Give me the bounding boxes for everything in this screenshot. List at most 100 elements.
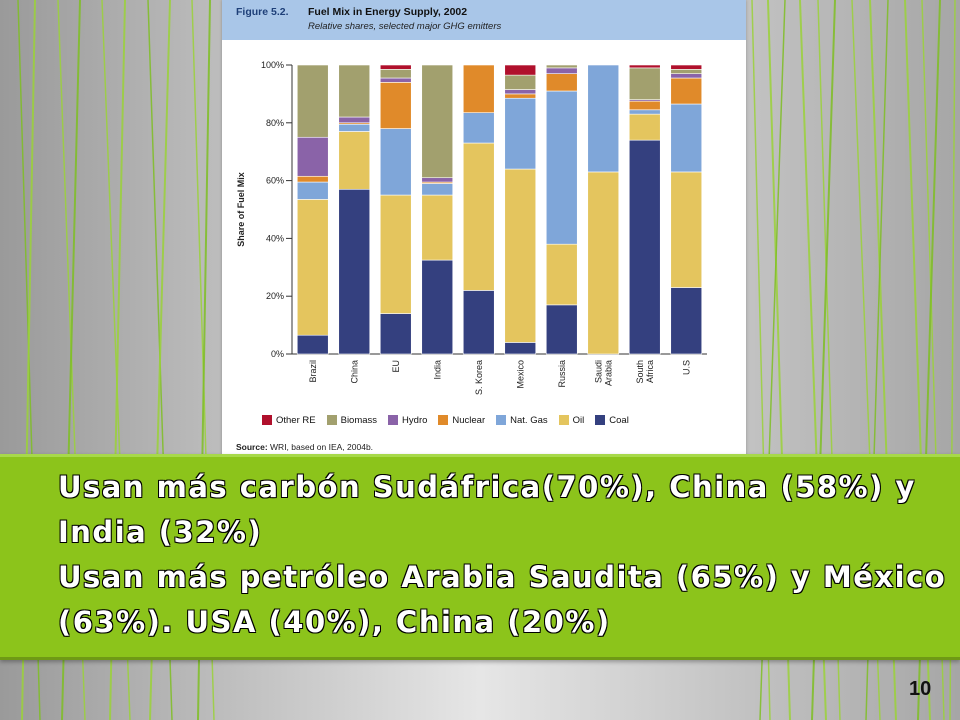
x-tick-label: Russia bbox=[557, 360, 567, 388]
bar-segment-nat-gas bbox=[421, 183, 454, 196]
legend-item: Biomass bbox=[326, 413, 378, 427]
legend-item: Oil bbox=[558, 413, 585, 427]
bar-segment-oil bbox=[296, 199, 329, 336]
chart-subtitle: Relative shares, selected major GHG emit… bbox=[308, 21, 502, 32]
bar-segment-coal bbox=[545, 304, 578, 355]
bar-segment-hydro bbox=[379, 77, 412, 83]
x-tick-label: India bbox=[432, 360, 442, 380]
legend-item: Other RE bbox=[262, 413, 316, 427]
bar-segment-hydro bbox=[670, 73, 703, 79]
legend-label: Nuclear bbox=[452, 414, 486, 426]
bar-segment-hydro bbox=[504, 89, 537, 95]
bar-segment-biomass bbox=[296, 64, 329, 138]
y-tick-label: 0% bbox=[271, 349, 284, 359]
y-tick-label: 20% bbox=[266, 291, 284, 301]
bar-segment-biomass bbox=[504, 74, 537, 90]
bar-segment-biomass bbox=[670, 69, 703, 74]
bar-segment-nat-gas bbox=[379, 128, 412, 196]
source-label: Source: bbox=[236, 442, 268, 452]
x-tick-label-line: Saudi bbox=[593, 360, 603, 383]
legend-swatch bbox=[496, 415, 507, 425]
source-text: WRI, based on IEA, 2004b. bbox=[270, 442, 374, 452]
bar-segment-oil bbox=[545, 243, 578, 306]
x-tick-label: China bbox=[349, 360, 359, 384]
bar-segment-oil bbox=[338, 131, 371, 190]
headline-line-1: Usan más carbón Sudáfrica(70%), China (5… bbox=[58, 470, 916, 504]
legend-label: Oil bbox=[572, 414, 585, 426]
legend-item: Nat. Gas bbox=[496, 413, 548, 427]
page-number: 10 bbox=[909, 678, 932, 700]
bar-segment-biomass bbox=[379, 69, 412, 79]
chart-legend: Other RE Biomass Hydro Nuclear Nat. Gas Oil Co… bbox=[262, 413, 629, 427]
legend-swatch bbox=[595, 415, 606, 425]
bar-segment-nat-gas bbox=[462, 112, 495, 144]
legend-swatch bbox=[388, 415, 399, 425]
bar-segment-nuclear bbox=[504, 93, 537, 99]
bar-segment-nuclear bbox=[379, 82, 412, 129]
bar-segment-coal bbox=[628, 139, 661, 355]
x-tick-label-line: U.S bbox=[681, 360, 691, 375]
bar-segment-nat-gas bbox=[628, 109, 661, 115]
x-tick-label: Brazil bbox=[308, 360, 318, 383]
x-tick-label: South Africa bbox=[635, 360, 655, 384]
bar-segment-coal bbox=[379, 313, 412, 355]
bar-segment-other-re bbox=[504, 64, 537, 76]
bar-segment-nuclear bbox=[670, 77, 703, 105]
legend-label: Hydro bbox=[402, 414, 428, 426]
bar-segment-biomass bbox=[545, 64, 578, 69]
bar-segment-nat-gas bbox=[545, 90, 578, 245]
bar-segment-nat-gas bbox=[296, 181, 329, 200]
stacked-bar-chart: Share of Fuel Mix 0% 20% 40% 60% 80% 100% Brazi… bbox=[236, 60, 707, 395]
bar-segment-biomass bbox=[628, 67, 661, 100]
bar-segment-oil bbox=[379, 194, 412, 314]
x-tick-label: EU bbox=[391, 360, 401, 373]
x-tick-label: Mexico bbox=[515, 360, 525, 389]
legend-item: Nuclear bbox=[438, 413, 485, 427]
x-tick-label: S. Korea bbox=[474, 360, 484, 395]
bar-segment-nat-gas bbox=[338, 123, 371, 132]
x-tick-label-line: EU bbox=[391, 360, 401, 373]
x-tick-label-line: India bbox=[432, 360, 442, 380]
figure-header: Figure 5.2. Fuel Mix in Energy Supply, 2… bbox=[222, 0, 746, 40]
figure-source: Source: WRI, based on IEA, 2004b. bbox=[236, 442, 373, 452]
bar-segment-hydro bbox=[545, 67, 578, 74]
legend-swatch bbox=[262, 415, 272, 425]
x-tick-label-line: China bbox=[349, 360, 359, 384]
bar-segment-nuclear bbox=[545, 73, 578, 92]
bar-segment-nuclear bbox=[296, 175, 329, 183]
legend-label: Nat. Gas bbox=[510, 414, 548, 426]
legend-swatch bbox=[438, 415, 449, 425]
figure-number: Figure 5.2. bbox=[236, 6, 289, 18]
legend-item: Hydro bbox=[388, 413, 427, 427]
x-tick-label-line: S. Korea bbox=[474, 360, 484, 395]
bar-segment-hydro bbox=[421, 177, 454, 183]
headline-line-2: India (32%) bbox=[58, 515, 263, 549]
bar-segment-nuclear bbox=[628, 100, 661, 111]
bar-segment-coal bbox=[421, 259, 454, 355]
bar-segment-oil bbox=[587, 171, 620, 355]
bar-segment-hydro bbox=[338, 116, 371, 124]
x-tick-label: Saudi Arabia bbox=[593, 360, 613, 386]
legend-swatch bbox=[326, 415, 337, 425]
headline-line-4: (63%). USA (40%), China (20%) bbox=[58, 605, 611, 639]
bar-segment-other-re bbox=[628, 64, 661, 69]
y-tick-label: 100% bbox=[261, 60, 284, 70]
bar-segment-coal bbox=[338, 188, 371, 355]
legend-label: Biomass bbox=[340, 414, 378, 426]
bar-segment-other-re bbox=[379, 64, 412, 70]
bar-segment-biomass bbox=[421, 64, 454, 179]
bar-segment-coal bbox=[670, 287, 703, 355]
legend-label: Coal bbox=[609, 414, 629, 426]
x-tick-label-line: South bbox=[635, 360, 645, 384]
bar-segment-coal bbox=[296, 334, 329, 355]
x-tick-label-line: Brazil bbox=[308, 360, 318, 383]
x-tick-label-line: Arabia bbox=[603, 360, 613, 386]
chart-title: Fuel Mix in Energy Supply, 2002 bbox=[308, 6, 468, 18]
bar-segment-nat-gas bbox=[587, 64, 620, 173]
figure-panel: Figure 5.2. Fuel Mix in Energy Supply, 2… bbox=[222, 0, 746, 463]
bar-segment-oil bbox=[670, 171, 703, 288]
legend-swatch bbox=[558, 415, 569, 425]
bar-segment-hydro bbox=[296, 136, 329, 177]
bar-segment-oil bbox=[462, 142, 495, 291]
x-tick-label-line: Russia bbox=[557, 360, 567, 388]
